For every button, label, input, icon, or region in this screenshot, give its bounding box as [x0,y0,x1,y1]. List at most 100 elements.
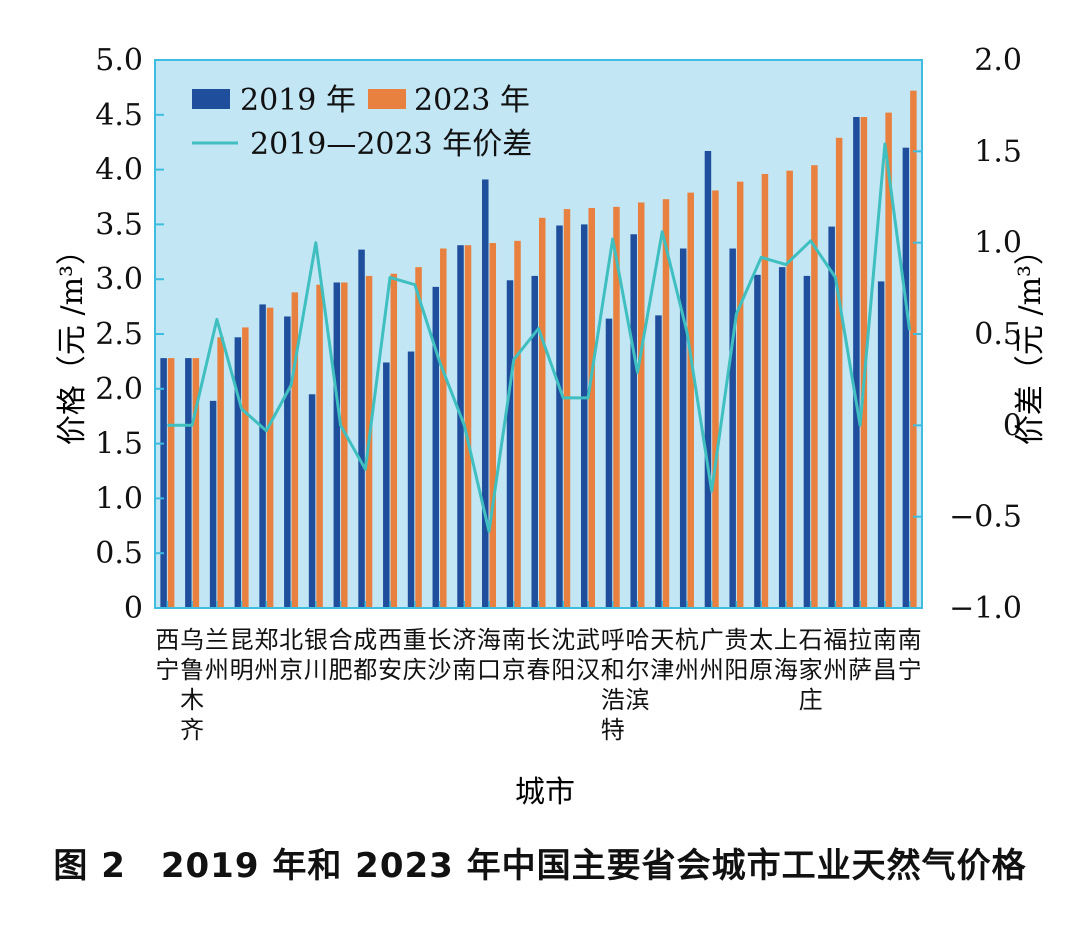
x-tick-label-10: 重庆 [403,626,427,684]
bar-2023-26 [811,165,818,608]
bar-2019-3 [234,337,242,608]
bar-2023-9 [390,273,398,608]
legend-swatch-2023 [368,89,406,109]
y-tick-label-4: 2.0 [95,372,143,407]
legend-label-2023: 2023 年 [414,83,530,118]
bar-2019-26 [803,275,811,608]
y2-axis-title: 价差（元 /m³） [1013,235,1048,445]
bar-2019-24 [754,274,761,608]
y-tick-label-9: 4.5 [95,98,143,133]
axes-layer: 0 0.5 1.0 1.5 2.0 2.5 3.0 3.5 4.0 4.5 5.0 −1.0 −0.5 0… [95,43,1022,744]
bar-2019-4 [259,304,266,608]
x-tick-label-21: 杭州 [675,626,699,684]
x-tick-label-28: 拉萨 [848,626,872,684]
x-tick-label-19: 哈尔滨 [625,626,649,714]
y-tick-label-8: 4.0 [95,153,143,188]
x-tick-label-12: 济南 [452,626,476,684]
bar-2019-7 [333,282,341,608]
bar-2023-24 [761,173,769,608]
x-tick-label-18: 呼和浩特 [601,626,625,744]
bar-2019-22 [704,150,712,608]
legend: 2019 年 2023 年 2019—2023 年价差 [192,83,532,162]
x-tick-label-17: 武汉 [576,626,600,684]
x-tick-label-16: 沈阳 [551,626,575,684]
y-tick-label-10: 5.0 [95,43,143,78]
bar-2023-13 [489,243,497,609]
y-axis-title: 价格（元 /m³） [55,235,90,445]
y-tick-label-1: 0.5 [95,536,143,571]
y-tick-label-6: 3.0 [95,262,143,297]
x-tick-label-1: 乌鲁木齐 [180,626,204,744]
x-tick-label-7: 合肥 [329,626,353,684]
x-tick-label-6: 银川 [304,626,328,684]
x-tick-label-25: 上海 [774,626,798,684]
bar-2023-10 [415,267,422,608]
bar-2019-1 [185,358,192,608]
bar-2023-2 [217,337,224,608]
x-tick-label-24: 太原 [749,626,773,684]
bar-2019-27 [828,226,835,609]
x-tick-label-4: 郑州 [254,626,278,684]
bar-2019-18 [605,318,613,608]
y2-tick-label-5: 1.5 [974,134,1022,169]
bar-2019-19 [630,234,637,609]
bar-2019-16 [556,225,563,608]
bar-2023-16 [563,209,571,608]
y2-tick-label-0: −1.0 [949,591,1022,626]
bar-2023-6 [316,284,323,608]
bar-2019-5 [284,316,291,608]
bar-2023-19 [637,202,645,609]
bar-2023-15 [539,217,546,608]
bar-2023-28 [860,116,868,608]
bar-2019-29 [877,281,885,608]
x-axis-title: 城市 [515,775,575,810]
bar-2019-14 [506,280,514,608]
bar-2023-12 [464,245,472,608]
y2-tick-label-2: 0 [1003,408,1022,443]
bar-2023-7 [341,282,348,608]
y2-tick-label-3: 0.5 [974,317,1022,352]
bar-2023-27 [835,137,843,609]
bar-2023-0 [167,358,175,608]
bar-2023-1 [192,358,200,608]
x-tick-label-9: 西安 [378,626,402,684]
bar-2019-6 [308,394,316,608]
y-tick-label-3: 1.5 [95,427,143,462]
x-tick-label-29: 南昌 [873,626,897,684]
bar-2019-8 [358,249,365,608]
bar-2019-20 [655,315,662,608]
bar-2019-30 [902,147,910,608]
x-tick-label-5: 北京 [279,626,303,684]
y-tick-label-2: 1.0 [95,481,143,516]
bar-2019-25 [778,267,786,608]
bar-2023-11 [440,248,447,608]
x-tick-label-8: 成都 [353,626,377,684]
x-tick-label-14: 南京 [502,626,526,684]
x-tick-label-23: 贵阳 [724,626,748,684]
bar-2023-20 [662,199,670,608]
bar-2019-12 [457,245,464,608]
x-tick-label-15: 长春 [527,626,551,684]
x-tick-label-26: 石家庄 [799,626,823,714]
x-tick-label-0: 西宁 [155,626,179,684]
y-tick-label-7: 3.5 [95,207,143,242]
bar-2019-0 [160,358,167,608]
x-tick-label-2: 兰州 [205,626,229,684]
plot-area [155,60,922,608]
bar-2023-18 [613,206,620,608]
legend-label-diff: 2019—2023 年价差 [250,127,532,162]
x-tick-label-30: 南宁 [898,626,922,684]
bar-2019-17 [580,224,588,608]
bar-2023-4 [266,307,274,608]
bar-layer [160,90,917,609]
bar-2023-14 [514,240,521,608]
bar-2023-17 [588,207,595,608]
legend-label-2019: 2019 年 [240,83,356,118]
bar-2019-2 [209,400,217,608]
bar-2019-21 [679,248,687,608]
x-tick-label-11: 长沙 [428,626,452,684]
x-tick-label-22: 广州 [700,626,724,684]
bar-2019-9 [383,362,390,608]
